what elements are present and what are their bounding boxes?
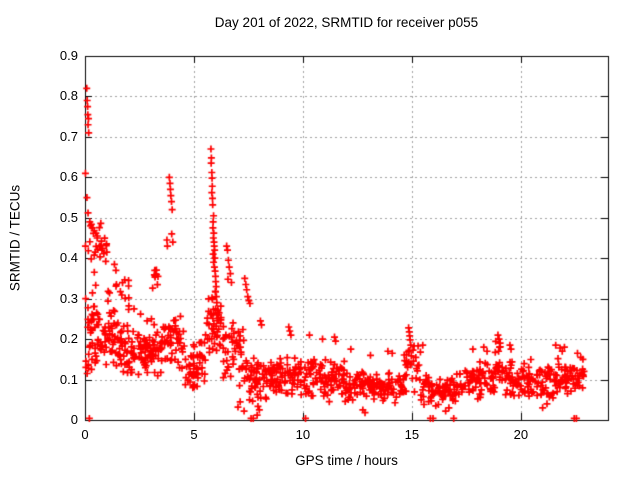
y-tick-label: 0.9 — [59, 48, 78, 63]
x-tick-label: 5 — [190, 427, 198, 442]
y-tick-label: 0.3 — [59, 290, 78, 306]
x-tick-label: 10 — [295, 427, 311, 442]
y-tick-label: 0.8 — [59, 88, 78, 104]
x-axis-label: GPS time / hours — [295, 453, 398, 468]
y-tick-label: 0.1 — [59, 371, 78, 387]
x-tick-label: 20 — [513, 427, 529, 442]
y-tick-label: 0.2 — [59, 331, 78, 347]
y-tick-label: 0.7 — [59, 128, 78, 144]
x-tick-label: 15 — [404, 427, 420, 442]
x-tick-label: 0 — [81, 427, 89, 442]
y-axis-label: SRMTID / TECUs — [7, 184, 23, 292]
chart-title: Day 201 of 2022, SRMTID for receiver p05… — [214, 15, 479, 30]
y-tick-label: 0.4 — [59, 250, 78, 266]
y-tick-label: 0.5 — [59, 209, 78, 225]
y-tick-label: 0 — [70, 412, 78, 427]
y-tick-label: 0.6 — [59, 169, 78, 185]
